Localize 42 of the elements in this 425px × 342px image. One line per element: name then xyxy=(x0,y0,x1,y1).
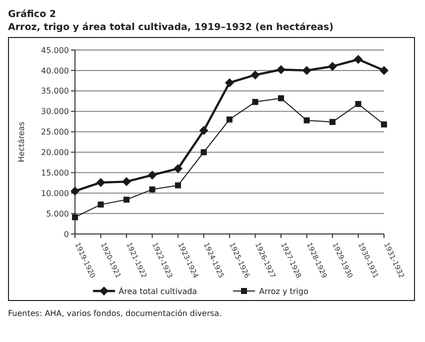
legend-label: Arroz y trigo xyxy=(259,286,308,296)
point xyxy=(225,78,234,88)
point xyxy=(70,186,80,196)
point xyxy=(226,116,232,123)
point xyxy=(200,149,207,156)
point xyxy=(252,98,258,105)
chart-title: Gráfico 2 xyxy=(8,8,58,21)
point xyxy=(124,196,130,203)
chart-subtitle: Arroz, trigo y área total cultivada, 1919–1932 (en hectáreas) xyxy=(8,21,334,34)
point xyxy=(250,70,260,80)
point xyxy=(149,186,156,192)
y-tick-label: 15.000 xyxy=(41,168,69,178)
y-tick-label: 25.000 xyxy=(41,128,69,137)
y-tick-label: 20.000 xyxy=(41,148,69,158)
y-axis-title: Hectáreas xyxy=(16,122,26,162)
point xyxy=(98,202,104,208)
y-tick-label: 0 xyxy=(64,230,69,239)
point xyxy=(276,65,286,74)
point xyxy=(380,66,388,75)
y-tick-label: 5.000 xyxy=(46,209,69,218)
point xyxy=(381,121,387,128)
point xyxy=(148,170,157,180)
point xyxy=(72,214,78,220)
y-tick-label: 10.000 xyxy=(41,188,69,198)
point xyxy=(354,54,363,64)
source-note: Fuentes: AHA, varios fondos, documentación diversa. xyxy=(8,309,223,318)
point xyxy=(355,100,362,107)
point xyxy=(96,178,106,187)
y-tick-label: 30.000 xyxy=(41,107,69,116)
point xyxy=(328,62,337,71)
y-tick-label: 40.000 xyxy=(41,66,69,76)
point xyxy=(122,177,131,186)
y-tick-label: 45.000 xyxy=(41,46,69,55)
point xyxy=(174,164,182,174)
point xyxy=(330,118,336,125)
point xyxy=(278,95,284,102)
legend-label: Área total cultivada xyxy=(118,286,198,296)
point xyxy=(175,182,181,188)
y-tick-label: 35.000 xyxy=(41,86,69,96)
point xyxy=(302,66,312,75)
point xyxy=(304,117,310,124)
point xyxy=(199,126,208,136)
